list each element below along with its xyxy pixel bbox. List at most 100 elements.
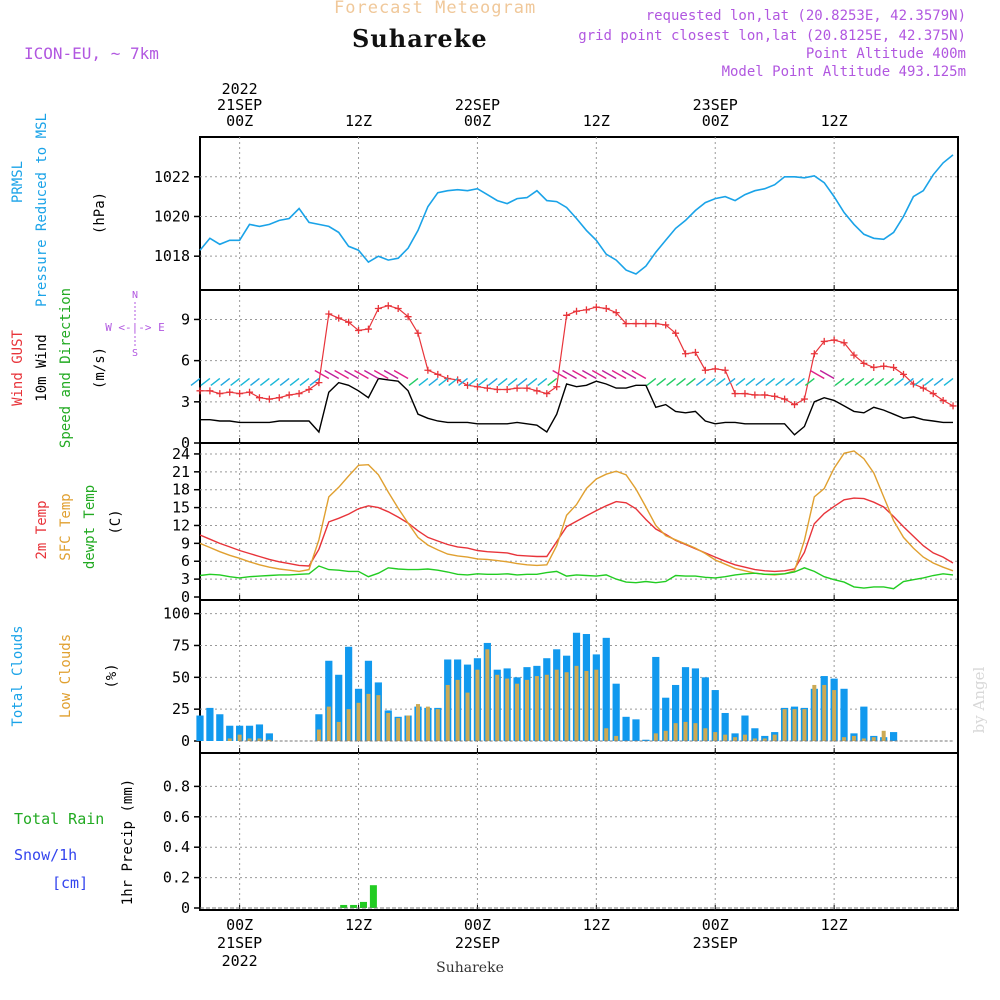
total-cloud-bar xyxy=(741,715,749,741)
gust-point xyxy=(553,383,561,391)
gust-point xyxy=(929,390,937,398)
low-cloud-bar xyxy=(723,734,728,741)
low-cloud-bar xyxy=(663,730,668,741)
gust-point xyxy=(355,326,363,334)
temp-dewpt-label: dewpt Temp xyxy=(82,485,98,569)
pressure-label-msl: Pressure Reduced to MSL xyxy=(34,113,50,307)
wind-direction-arrow xyxy=(250,377,260,387)
compass-north: N xyxy=(132,290,138,301)
y-tick-label: 15 xyxy=(172,499,190,517)
gust-point xyxy=(424,366,432,374)
time-label-top: 2022 xyxy=(222,80,258,98)
low-cloud-bar xyxy=(415,704,420,741)
wind-direction-arrow xyxy=(913,377,924,387)
low-cloud-bar xyxy=(435,709,440,741)
rain-bar xyxy=(369,885,377,908)
precip-axis-label: 1hr Precip (mm) xyxy=(120,779,136,905)
y-tick-label: 0.8 xyxy=(163,777,190,795)
total-cloud-bar xyxy=(612,683,620,741)
low-cloud-bar xyxy=(505,678,510,741)
gust-point xyxy=(374,304,382,312)
total-cloud-bar xyxy=(701,677,709,741)
gust-point xyxy=(939,396,947,404)
time-label-bottom: 00Z xyxy=(226,916,253,934)
low-cloud-bar xyxy=(822,684,827,741)
wind-direction-arrow xyxy=(819,369,835,380)
low-cloud-bar xyxy=(475,669,480,741)
low-cloud-bar xyxy=(465,692,470,741)
low-cloud-bar xyxy=(772,734,777,741)
y-tick-label: 3 xyxy=(181,393,190,411)
total-cloud-bar xyxy=(691,668,700,741)
gust-point xyxy=(820,337,828,345)
requested-coordinates: requested lon,lat (20.8253E, 42.3579N) xyxy=(645,8,966,24)
gust-point xyxy=(701,366,709,374)
wind-direction-arrow xyxy=(581,369,597,380)
low-cloud-bar xyxy=(752,738,757,741)
temp2m-line xyxy=(199,497,954,573)
total-cloud-bar xyxy=(335,674,343,741)
total-cloud-bar xyxy=(840,688,848,741)
low-cloud-bar xyxy=(485,649,490,741)
low-cloud-bar xyxy=(871,737,876,741)
y-tick-label: 9 xyxy=(181,534,190,552)
time-label-bottom: 21SEP xyxy=(217,934,262,952)
gust-point xyxy=(503,385,511,393)
clouds-panel: 0 25 50 75 100 xyxy=(163,599,959,754)
gust-point xyxy=(246,388,254,396)
time-label-top: 12Z xyxy=(583,112,610,130)
total-cloud-bar xyxy=(602,637,610,741)
gust-point xyxy=(622,320,630,328)
wind-direction-arrow xyxy=(804,377,815,387)
gust-point xyxy=(493,385,501,393)
gust-point xyxy=(275,394,283,402)
y-tick-label: 0.6 xyxy=(163,808,190,826)
total-cloud-bar xyxy=(226,725,234,741)
wind-direction-arrow xyxy=(289,377,300,387)
low-cloud-bar xyxy=(861,738,866,741)
y-tick-label: 9 xyxy=(181,310,190,328)
low-cloud-bar xyxy=(267,739,272,741)
low-cloud-bar xyxy=(356,702,361,741)
wind-direction-arrow xyxy=(874,377,885,387)
wind-direction-arrow xyxy=(309,377,320,387)
y-tick-label: 100 xyxy=(163,605,190,623)
low-cloud-bar xyxy=(386,712,391,741)
time-label-top: 12Z xyxy=(821,112,848,130)
time-label-bottom: 23SEP xyxy=(693,934,738,952)
low-cloud-bar xyxy=(812,684,817,741)
total-cloud-bar xyxy=(652,656,660,741)
gust-point xyxy=(285,391,293,399)
gust-point xyxy=(226,388,234,396)
wind-direction-arrow xyxy=(259,377,270,387)
wind-direction-arrow xyxy=(468,377,478,387)
gust-point xyxy=(682,350,690,358)
wind-direction-arrow xyxy=(923,377,934,387)
wind-direction-arrow xyxy=(334,369,349,380)
wind-direction-arrow xyxy=(715,377,726,387)
wind-direction-arrow xyxy=(517,377,528,387)
y-tick-label: 6 xyxy=(181,352,190,370)
y-tick-label: 25 xyxy=(172,700,190,718)
y-tick-label: 0 xyxy=(181,434,190,452)
low-cloud-bar xyxy=(594,669,599,741)
low-cloud-bar xyxy=(445,684,450,741)
time-label-top: 22SEP xyxy=(455,96,500,114)
time-label-top: 23SEP xyxy=(693,96,738,114)
pressure-label-prmsl: PRMSL xyxy=(10,161,26,203)
snow-legend: Snow/1h xyxy=(14,846,77,864)
total-cloud-bar xyxy=(345,646,353,741)
wind-direction-arrow xyxy=(354,369,369,380)
low-cloud-bar xyxy=(733,737,738,741)
wind-direction-arrow xyxy=(408,377,419,387)
y-tick-label: 24 xyxy=(172,445,190,463)
pressure-unit: (hPa) xyxy=(92,192,108,234)
y-tick-label: 18 xyxy=(172,481,190,499)
low-clouds-label: Low Clouds xyxy=(58,634,74,718)
sfc-temp-line xyxy=(199,450,954,576)
gust-point xyxy=(582,306,590,314)
wind-direction-arrow xyxy=(676,377,686,387)
gust-line xyxy=(200,305,954,407)
time-label-bottom: 00Z xyxy=(702,916,729,934)
low-cloud-bar xyxy=(832,690,837,741)
